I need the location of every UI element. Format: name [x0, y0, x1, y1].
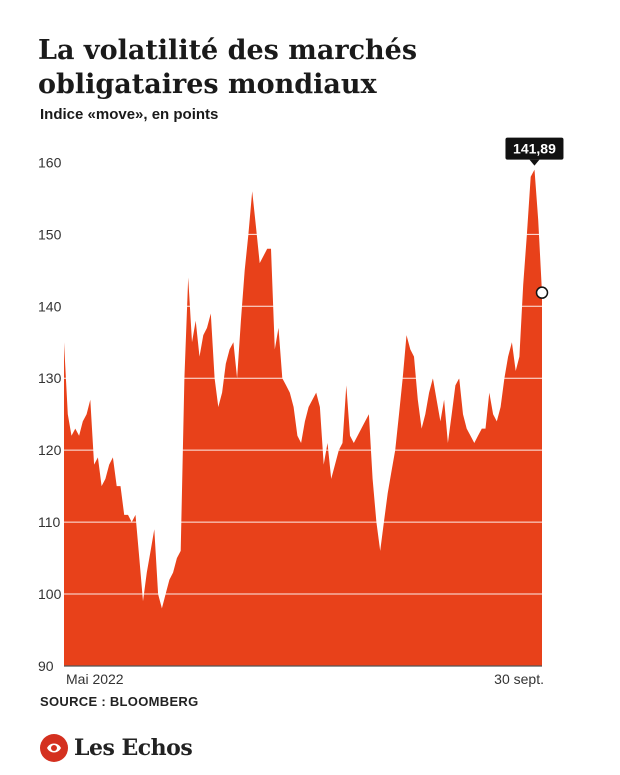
- x-label-end: 30 sept.: [494, 671, 544, 687]
- y-tick-label: 100: [38, 586, 62, 602]
- chart-title: La volatilité des marchés obligataires m…: [38, 35, 418, 100]
- y-tick-label: 160: [38, 154, 62, 170]
- callout-label: 141,89: [513, 141, 556, 157]
- last-value-marker: [535, 286, 549, 299]
- y-tick-label: 120: [38, 442, 62, 458]
- x-axis-labels: Mai 2022 30 sept.: [66, 671, 544, 687]
- last-value-callout: 141,89: [505, 137, 564, 299]
- brand-logo: Les Echos: [40, 734, 193, 762]
- y-tick-label: 140: [38, 298, 62, 314]
- callout-pointer: [529, 159, 540, 166]
- y-axis-ticks: 90 100 110 120 130 140 150 160: [38, 154, 62, 674]
- source-note: SOURCE : BLOOMBERG: [40, 694, 199, 709]
- les-echos-logo-icon: [40, 734, 68, 762]
- chart-subtitle: Indice «move», en points: [40, 106, 219, 123]
- gridlines: [64, 161, 542, 667]
- series-area: [64, 169, 542, 666]
- y-tick-label: 110: [38, 514, 61, 530]
- brand-name: Les Echos: [74, 735, 193, 761]
- callout-box: [505, 137, 564, 160]
- area-chart: 90 100 110 120 130 140 150 160 Mai 2022 30 sept.…: [38, 137, 564, 687]
- x-label-start: Mai 2022: [66, 671, 124, 687]
- y-tick-label: 90: [38, 658, 54, 674]
- y-tick-label: 150: [38, 226, 62, 242]
- y-tick-label: 130: [38, 370, 62, 386]
